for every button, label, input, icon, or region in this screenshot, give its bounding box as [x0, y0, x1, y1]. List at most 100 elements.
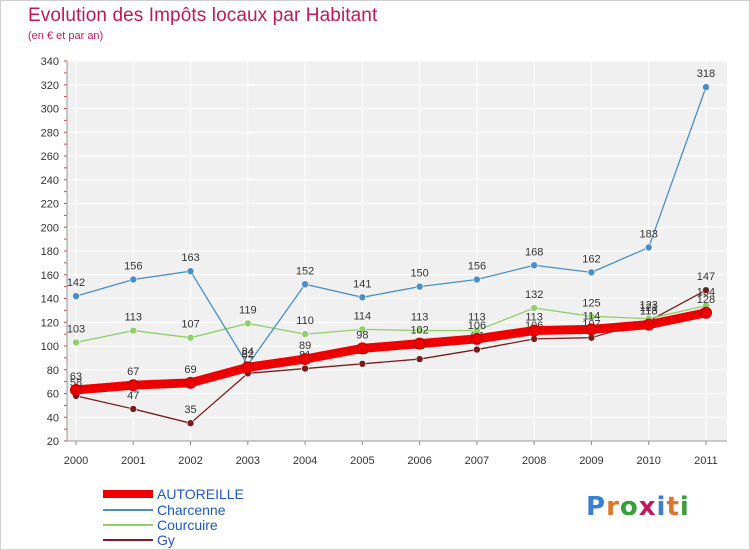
data-label-charcenne: 84	[242, 346, 254, 358]
data-point-autoreille	[241, 361, 254, 374]
x-tick-label: 2007	[465, 455, 489, 467]
data-label-autoreille: 113	[525, 312, 543, 324]
data-point-courcuire	[186, 333, 195, 342]
legend-swatch-charcenne	[103, 509, 153, 511]
data-point-autoreille	[299, 353, 312, 366]
data-point-autoreille	[642, 318, 655, 331]
data-point-gy	[186, 419, 195, 427]
data-point-charcenne	[358, 293, 367, 302]
y-tick-label: 100	[41, 341, 59, 353]
data-label-gy: 147	[697, 271, 715, 283]
data-point-autoreille	[470, 332, 483, 345]
logo-letter: o	[619, 492, 639, 522]
data-label-gy: 121	[640, 302, 658, 314]
data-point-courcuire	[301, 330, 309, 338]
data-point-gy	[129, 405, 138, 413]
chart-title: Evolution des Impôts locaux par Habitant	[28, 5, 378, 26]
x-tick-label: 2010	[636, 455, 660, 467]
data-label-autoreille: 114	[583, 310, 601, 322]
data-label-courcuire: 125	[582, 297, 600, 309]
data-point-autoreille	[413, 337, 426, 350]
legend-label-courcuire: Courcuire	[157, 517, 218, 533]
legend-swatch-gy	[103, 539, 153, 541]
y-tick-label: 340	[41, 56, 59, 68]
data-point-courcuire	[415, 326, 424, 335]
data-point-charcenne	[129, 275, 138, 284]
x-tick-label: 2008	[522, 455, 546, 467]
data-label-courcuire: 110	[296, 315, 314, 327]
data-point-autoreille	[356, 342, 369, 355]
data-point-autoreille	[70, 383, 82, 396]
logo-letter: P	[586, 492, 607, 522]
data-point-autoreille	[184, 376, 197, 389]
x-tick-label: 2001	[121, 455, 145, 467]
data-point-charcenne	[644, 243, 653, 252]
data-point-autoreille	[585, 323, 598, 336]
data-label-autoreille: 69	[184, 364, 196, 376]
data-point-charcenne	[415, 282, 424, 291]
data-point-charcenne	[72, 292, 80, 300]
legend-label-charcenne: Charcenne	[157, 502, 226, 518]
data-point-charcenne	[301, 280, 309, 289]
data-label-autoreille: 89	[299, 340, 311, 352]
logo-letter: i	[679, 492, 690, 522]
data-label-courcuire: 113	[124, 312, 142, 324]
y-tick-label: 260	[41, 151, 59, 163]
y-tick-label: 300	[41, 104, 59, 116]
data-point-charcenne	[186, 267, 195, 275]
y-tick-label: 180	[41, 246, 59, 258]
data-label-gy: 35	[184, 404, 196, 416]
series-line-courcuire	[75, 304, 707, 344]
y-tick-label: 40	[47, 412, 59, 424]
data-label-autoreille: 98	[356, 329, 368, 341]
data-point-gy	[358, 360, 367, 368]
y-tick-label: 140	[41, 294, 59, 306]
data-label-autoreille: 63	[70, 371, 82, 383]
data-label-courcuire: 103	[67, 323, 85, 335]
legend-swatch-autoreille	[103, 490, 153, 498]
data-label-charcenne: 142	[67, 277, 85, 289]
legend-swatch-courcuire	[103, 524, 153, 526]
logo-letter: t	[666, 492, 680, 522]
proxiti-logo: Proxiti	[586, 492, 690, 522]
chart-subtitle: (en € et par an)	[28, 30, 104, 42]
data-label-charcenne: 152	[296, 265, 314, 277]
data-point-courcuire	[244, 319, 252, 328]
x-tick-label: 2002	[178, 455, 202, 467]
y-tick-label: 320	[41, 80, 59, 92]
legend-item-courcuire: Courcuire	[103, 517, 218, 533]
data-point-courcuire	[530, 304, 538, 312]
data-label-charcenne: 156	[468, 261, 486, 273]
x-tick-label: 2003	[236, 455, 260, 467]
data-label-autoreille: 118	[640, 306, 658, 318]
data-label-charcenne: 150	[410, 268, 428, 280]
data-label-charcenne: 162	[582, 253, 600, 265]
logo-letter: i	[656, 492, 667, 522]
y-tick-label: 280	[41, 127, 59, 139]
data-point-autoreille	[127, 379, 140, 392]
legend-item-charcenne: Charcenne	[103, 502, 226, 518]
x-tick-label: 2006	[407, 455, 431, 467]
data-label-autoreille: 128	[697, 294, 715, 306]
y-tick-label: 240	[41, 175, 59, 187]
x-tick-label: 2011	[694, 455, 718, 467]
data-point-charcenne	[473, 275, 481, 284]
data-point-gy	[301, 364, 309, 373]
data-label-courcuire: 113	[468, 312, 486, 324]
data-label-autoreille: 67	[127, 366, 139, 378]
legend-item-gy: Gy	[103, 532, 175, 548]
data-point-courcuire	[129, 326, 138, 335]
data-label-charcenne: 168	[525, 246, 543, 258]
x-tick-label: 2004	[293, 455, 317, 467]
data-label-courcuire: 123	[640, 300, 658, 312]
y-tick-label: 20	[47, 436, 59, 448]
data-label-charcenne: 156	[124, 261, 142, 273]
data-label-courcuire: 134	[697, 287, 715, 299]
data-point-charcenne	[587, 268, 596, 277]
data-label-courcuire: 119	[239, 304, 257, 316]
y-tick-label: 80	[47, 365, 59, 377]
data-point-charcenne	[702, 83, 710, 91]
legend-label-autoreille: AUTOREILLE	[157, 486, 244, 502]
y-tick-label: 220	[41, 199, 59, 211]
